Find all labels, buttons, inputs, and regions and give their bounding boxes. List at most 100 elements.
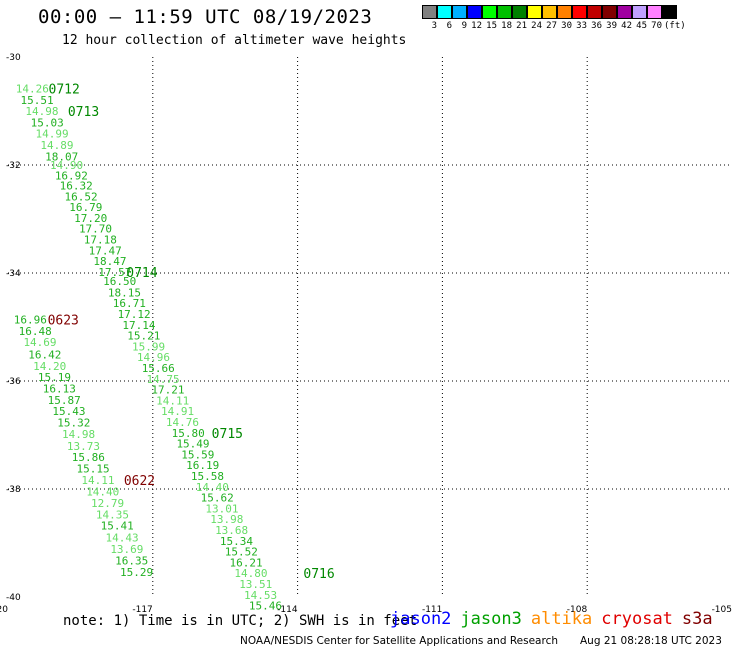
color-swatch: [617, 5, 632, 19]
swh-value-label: 17.21: [151, 384, 184, 397]
swh-value-label: 14.53: [244, 589, 277, 602]
swh-value-label: 15.62: [201, 492, 234, 505]
swh-value-label: 16.79: [69, 201, 102, 214]
color-label: 42: [621, 21, 632, 31]
color-label: 9: [461, 21, 467, 31]
color-label: 24: [531, 21, 542, 31]
footnote: note: 1) Time is in UTC; 2) SWH is in fe…: [63, 613, 418, 629]
swh-value-label: 15.59: [181, 448, 214, 461]
x-tick-label: -105: [712, 605, 732, 615]
color-label: 18: [501, 21, 512, 31]
swh-value-label: 14.90: [50, 159, 83, 172]
swh-value-label: 15.99: [132, 340, 165, 353]
pass-time-label: 0715: [212, 427, 243, 442]
swh-value-label: 13.01: [205, 502, 238, 515]
swh-value-label: 14.80: [234, 567, 267, 580]
swh-value-label: 17.20: [74, 212, 107, 225]
swh-value-label: 15.58: [191, 470, 224, 483]
color-swatch: [632, 5, 647, 19]
swh-value-label: 14.40: [86, 486, 119, 499]
color-label: 30: [561, 21, 572, 31]
swh-value-label: 15.86: [72, 451, 105, 464]
swh-value-label: 16.19: [186, 459, 219, 472]
swh-value-label: 13.98: [210, 513, 243, 526]
swh-value-label: 17.70: [79, 223, 112, 236]
pass-time-label: 0623: [48, 313, 79, 328]
swh-value-label: 14.89: [40, 139, 73, 152]
color-label: 33: [576, 21, 587, 31]
swh-value-label: 14.98: [62, 428, 95, 441]
swh-value-label: 14.69: [23, 336, 56, 349]
swh-value-label: 16.32: [60, 180, 93, 193]
swh-value-label: 16.71: [113, 297, 146, 310]
swh-value-label: 17.18: [84, 234, 117, 247]
color-swatch: [482, 5, 497, 19]
y-tick-label: -38: [6, 485, 21, 495]
color-swatches: [422, 5, 686, 19]
x-tick-label: -120: [0, 605, 8, 615]
swh-value-label: 13.73: [67, 440, 100, 453]
color-swatch: [587, 5, 602, 19]
color-label: 6: [446, 21, 452, 31]
swh-value-label: 15.19: [38, 371, 71, 384]
color-swatch: [422, 5, 437, 19]
swh-value-label: 15.21: [127, 330, 160, 343]
pass-time-label: 0622: [124, 474, 155, 489]
pass-time-label: 0716: [303, 567, 334, 582]
color-label: 12: [471, 21, 482, 31]
swh-value-label: 15.87: [48, 394, 81, 407]
color-label: 45: [636, 21, 647, 31]
x-tick-label: -108: [567, 605, 588, 615]
color-swatch: [512, 5, 527, 19]
swh-value-label: 17.14: [122, 319, 155, 332]
y-tick-label: -40: [6, 593, 21, 603]
swh-value-label: 15.51: [21, 94, 54, 107]
satellite-s3a: s3a: [681, 609, 713, 629]
color-label: 3: [431, 21, 437, 31]
pass-time-label: 0713: [68, 105, 99, 120]
color-swatch: [452, 5, 467, 19]
swh-value-label: 16.48: [19, 325, 52, 338]
swh-value-label: 16.21: [230, 556, 263, 569]
swh-value-label: 16.13: [43, 383, 76, 396]
satellite-jason3: jason3: [460, 609, 522, 629]
y-tick-label: -34: [6, 269, 21, 279]
swh-value-label: 17.12: [118, 308, 151, 321]
swh-value-label: 16.92: [55, 169, 88, 182]
x-tick-label: -111: [422, 605, 442, 615]
swh-value-label: 15.66: [142, 362, 175, 375]
timestamp-text: Aug 21 08:28:18 UTC 2023: [580, 635, 722, 647]
swh-value-label: 17.57: [98, 266, 131, 279]
color-swatch: [602, 5, 617, 19]
x-tick-label: -114: [277, 605, 298, 615]
color-swatch: [647, 5, 662, 19]
color-swatch: [437, 5, 452, 19]
satellite-cryosat: cryosat: [601, 609, 673, 629]
swh-value-label: 16.35: [115, 554, 148, 567]
color-unit: (ft): [664, 21, 686, 31]
swh-value-label: 18.07: [45, 150, 78, 163]
satellite-altika: altika: [530, 609, 593, 629]
swh-value-label: 13.51: [239, 578, 272, 591]
swh-value-label: 15.29: [120, 566, 153, 579]
x-tick-label: -117: [132, 605, 152, 615]
pass-time-label: 0712: [49, 82, 80, 97]
swh-value-label: 14.43: [105, 532, 138, 545]
color-label: 21: [516, 21, 527, 31]
swh-value-label: 16.96: [14, 313, 47, 326]
swh-value-label: 14.99: [36, 128, 69, 141]
chart-subtitle: 12 hour collection of altimeter wave hei…: [62, 33, 407, 48]
color-swatch: [467, 5, 482, 19]
swh-value-label: 13.68: [215, 524, 248, 537]
swh-value-label: 12.79: [91, 497, 124, 510]
swh-value-label: 15.32: [57, 417, 90, 430]
swh-value-label: 15.41: [101, 520, 134, 533]
color-label: 27: [546, 21, 557, 31]
swh-value-label: 14.11: [81, 474, 114, 487]
swh-value-label: 15.34: [220, 535, 253, 548]
swh-value-label: 14.20: [33, 360, 66, 373]
color-swatch: [527, 5, 542, 19]
swh-value-label: 15.15: [77, 462, 110, 475]
color-swatch: [497, 5, 512, 19]
